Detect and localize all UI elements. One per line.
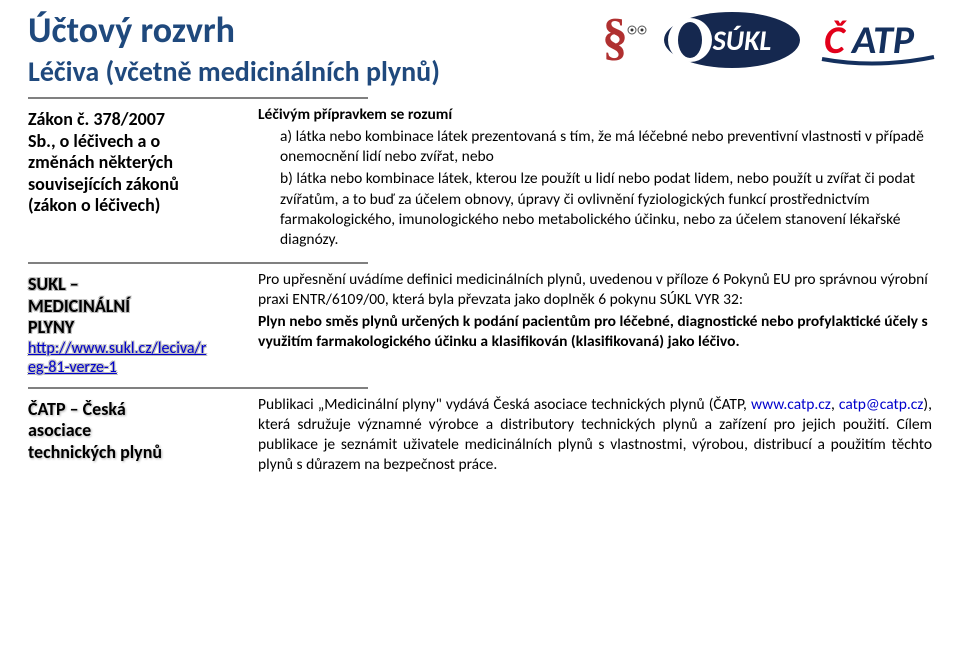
logo-area: § SÚKL Č ATP bbox=[578, 6, 936, 74]
svg-text:Č: Č bbox=[824, 15, 847, 64]
catp-line3: technických plynů bbox=[28, 441, 162, 463]
sukl-line1: SUKL – bbox=[28, 273, 79, 295]
catp-logo: Č ATP bbox=[816, 11, 936, 69]
section-sukl-label: SUKL – MEDICINÁLNÍ PLYNY http://www.sukl… bbox=[28, 270, 238, 377]
catp-line2: asociace bbox=[28, 419, 91, 441]
paragraph-mascot: § bbox=[578, 6, 648, 74]
definition-a: a) látka nebo kombinace látek prezentova… bbox=[258, 127, 932, 167]
zakon-line1: Zákon č. 378/2007 bbox=[28, 108, 165, 130]
divider bbox=[28, 262, 368, 264]
divider bbox=[28, 387, 368, 389]
zakon-line4: souvisejících zákonů bbox=[28, 173, 179, 195]
catp-line1: ČATP – Česká bbox=[28, 398, 126, 420]
sukl-link-part1: http://www.sukl.cz/leciva/r bbox=[28, 339, 206, 358]
catp-text-1: Publikaci „Medicinální plyny" vydává Čes… bbox=[258, 395, 751, 414]
sukl-logo-text: SÚKL bbox=[712, 23, 771, 58]
section-zakon: Zákon č. 378/2007 Sb., o léčivech a o zm… bbox=[28, 105, 932, 252]
section-sukl: SUKL – MEDICINÁLNÍ PLYNY http://www.sukl… bbox=[28, 270, 932, 377]
section-catp: ČATP – Česká asociace technických plynů … bbox=[28, 395, 932, 478]
catp-paragraph: Publikaci „Medicinální plyny" vydává Čes… bbox=[258, 395, 932, 476]
zakon-line2: Sb., o léčivech a o bbox=[28, 130, 160, 152]
section-zakon-body: Léčivým přípravkem se rozumí a) látka ne… bbox=[258, 105, 932, 252]
section-sukl-body: Pro upřesnění uvádíme definici medicinál… bbox=[258, 270, 932, 377]
section-catp-label: ČATP – Česká asociace technických plynů bbox=[28, 395, 238, 478]
catp-logo-text: ATP bbox=[850, 15, 915, 64]
sukl-para2: Plyn nebo směs plynů určených k podání p… bbox=[258, 312, 932, 352]
catp-link-email[interactable]: catp@catp.cz bbox=[839, 395, 924, 414]
definition-heading: Léčivým přípravkem se rozumí bbox=[258, 105, 932, 125]
sukl-line2: MEDICINÁLNÍ bbox=[28, 295, 130, 317]
sukl-link-part2: eg-81-verze-1 bbox=[28, 358, 117, 377]
zakon-line5: (zákon o léčivech) bbox=[28, 194, 160, 216]
section-catp-body: Publikaci „Medicinální plyny" vydává Čes… bbox=[258, 395, 932, 478]
zakon-line3: změnách některých bbox=[28, 151, 173, 173]
sukl-link[interactable]: http://www.sukl.cz/leciva/r eg-81-verze-… bbox=[28, 339, 206, 377]
sukl-line3: PLYNY bbox=[28, 316, 74, 338]
svg-text:§: § bbox=[602, 9, 628, 66]
definition-b: b) látka nebo kombinace látek, kterou lz… bbox=[258, 169, 932, 250]
catp-link-www[interactable]: www.catp.cz bbox=[751, 395, 831, 414]
sukl-para1: Pro upřesnění uvádíme definici medicinál… bbox=[258, 270, 932, 310]
section-zakon-label: Zákon č. 378/2007 Sb., o léčivech a o zm… bbox=[28, 105, 238, 252]
sukl-logo: SÚKL bbox=[662, 10, 802, 70]
divider bbox=[28, 97, 368, 99]
catp-sep: , bbox=[831, 395, 839, 414]
